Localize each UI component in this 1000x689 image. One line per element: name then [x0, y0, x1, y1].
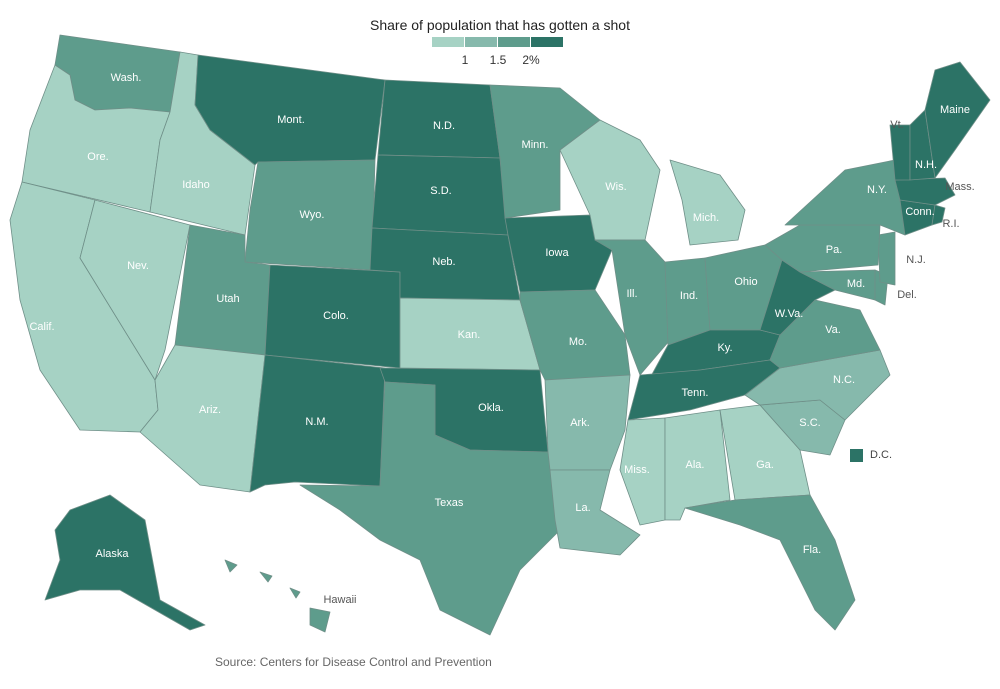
state-label-az: Ariz.	[199, 404, 221, 416]
state-ny	[784, 159, 906, 236]
state-label-mt: Mont.	[277, 114, 305, 126]
state-label-in: Ind.	[680, 290, 698, 302]
state-wi	[559, 119, 661, 241]
state-wy	[244, 159, 376, 271]
state-label-nd: N.D.	[433, 120, 455, 132]
state-label-al: Ala.	[686, 459, 705, 471]
state-label-va: Va.	[825, 324, 841, 336]
state-label-me: Maine	[940, 104, 970, 116]
state-label-pa: Pa.	[826, 244, 843, 256]
state-label-ok: Okla.	[478, 402, 504, 414]
state-ri	[931, 204, 946, 226]
state-label-nv: Nev.	[127, 260, 149, 272]
legend-swatch-bin-2	[498, 37, 530, 47]
state-label-co: Colo.	[323, 310, 349, 322]
state-label-nj: N.J.	[906, 254, 926, 266]
state-label-fl: Fla.	[803, 544, 821, 556]
state-ms	[619, 417, 666, 526]
legend-swatch-bin-3	[531, 37, 563, 47]
legend-title: Share of population that has gotten a sh…	[370, 17, 630, 33]
state-label-vt: Vt.	[890, 119, 903, 131]
state-me	[924, 61, 991, 179]
state-label-nc: N.C.	[833, 374, 855, 386]
state-tx	[299, 381, 561, 636]
state-ga	[719, 404, 811, 501]
state-label-ga: Ga.	[756, 459, 774, 471]
state-label-la: La.	[575, 502, 590, 514]
state-label-wv: W.Va.	[775, 308, 804, 320]
legend-swatch-bin-0	[432, 37, 464, 47]
dc-swatch	[850, 449, 863, 462]
state-label-ky: Ky.	[717, 342, 732, 354]
state-hi	[224, 559, 331, 633]
state-label-ny: N.Y.	[867, 184, 887, 196]
state-label-de: Del.	[897, 289, 917, 301]
state-label-wy: Wyo.	[300, 209, 325, 221]
state-label-ar: Ark.	[570, 417, 590, 429]
state-label-mi: Mich.	[693, 212, 719, 224]
state-nj	[877, 231, 896, 286]
state-nv	[79, 199, 191, 381]
legend-swatch-bin-1	[465, 37, 497, 47]
state-il	[594, 239, 671, 376]
state-label-sc: S.C.	[799, 417, 820, 429]
state-label-ne: Neb.	[432, 256, 455, 268]
state-label-hi: Hawaii	[323, 594, 356, 606]
state-ma	[894, 177, 956, 206]
dc-label: D.C.	[870, 449, 892, 461]
state-mi	[669, 159, 746, 246]
state-label-nm: N.M.	[305, 416, 328, 428]
state-label-wa: Wash.	[111, 72, 142, 84]
state-label-ca: Calif.	[29, 321, 54, 333]
state-label-ak: Alaska	[95, 548, 129, 560]
state-label-ri: R.I.	[942, 218, 959, 230]
state-label-tn: Tenn.	[682, 387, 709, 399]
state-label-id: Idaho	[182, 179, 210, 191]
state-mt	[194, 54, 386, 166]
state-label-il: Ill.	[627, 288, 638, 300]
state-label-ma: Mass.	[945, 181, 974, 193]
state-label-tx: Texas	[435, 497, 464, 509]
state-label-ia: Iowa	[545, 247, 569, 259]
state-mn	[489, 84, 601, 219]
state-label-ms: Miss.	[624, 464, 650, 476]
state-label-sd: S.D.	[430, 185, 451, 197]
state-label-ct: Conn.	[905, 206, 934, 218]
state-label-wi: Wis.	[605, 181, 626, 193]
state-label-ks: Kan.	[458, 329, 481, 341]
legend-tick-2: 2%	[522, 53, 540, 67]
state-fl	[684, 494, 856, 631]
state-label-oh: Ohio	[734, 276, 757, 288]
legend-tick-1: 1	[461, 53, 469, 67]
state-label-ut: Utah	[216, 293, 239, 305]
state-label-nh: N.H.	[915, 159, 937, 171]
state-label-mn: Minn.	[522, 139, 549, 151]
legend-tick-1-5: 1.5	[489, 53, 507, 67]
legend-color-bar	[432, 37, 564, 47]
state-label-md: Md.	[847, 278, 865, 290]
state-ak	[44, 494, 206, 631]
state-label-or: Ore.	[87, 151, 108, 163]
state-la	[549, 469, 641, 556]
source-note: Source: Centers for Disease Control and …	[215, 655, 492, 669]
state-label-mo: Mo.	[569, 336, 587, 348]
